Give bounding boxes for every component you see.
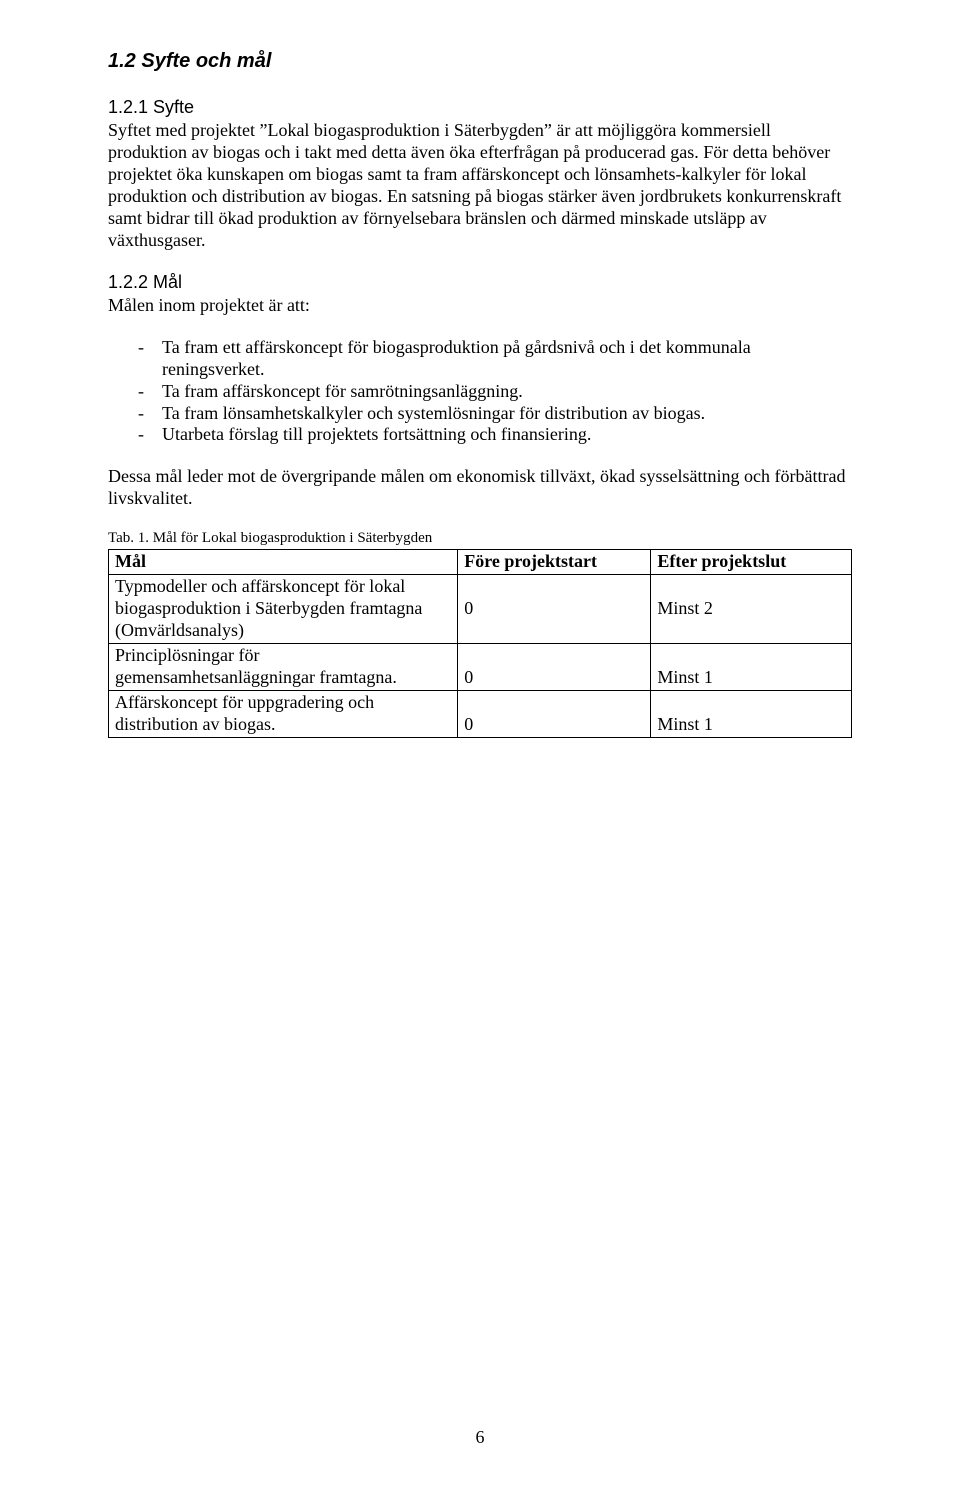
table-header-cell: Före projektstart <box>458 550 651 575</box>
section-heading: 1.2 Syfte och mål <box>108 50 852 73</box>
goals-list: Ta fram ett affärskoncept för biogasprod… <box>108 337 852 447</box>
table-cell: Principlösningar för gemensamhetsanläggn… <box>109 644 458 691</box>
table-caption: Tab. 1. Mål för Lokal biogasproduktion i… <box>108 530 852 547</box>
table-cell: 0 <box>458 691 651 738</box>
table-cell: Minst 1 <box>651 691 852 738</box>
table-row: Principlösningar för gemensamhetsanläggn… <box>109 644 852 691</box>
table-cell: 0 <box>458 644 651 691</box>
table-cell: Affärskoncept för uppgradering och distr… <box>109 691 458 738</box>
subsection-heading-syfte: 1.2.1 Syfte <box>108 97 852 118</box>
paragraph-mal-intro: Målen inom projektet är att: <box>108 295 852 317</box>
table-row: Affärskoncept för uppgradering och distr… <box>109 691 852 738</box>
list-item: Ta fram lönsamhetskalkyler och systemlös… <box>108 403 852 425</box>
table-cell: Typmodeller och affärskoncept för lokal … <box>109 575 458 644</box>
list-item: Utarbeta förslag till projektets fortsät… <box>108 424 852 446</box>
paragraph-mal-outro: Dessa mål leder mot de övergripande måle… <box>108 466 852 510</box>
list-item: Ta fram affärskoncept för samrötningsanl… <box>108 381 852 403</box>
table-header-cell: Mål <box>109 550 458 575</box>
table-row: Typmodeller och affärskoncept för lokal … <box>109 575 852 644</box>
table-cell: Minst 1 <box>651 644 852 691</box>
paragraph-syfte: Syftet med projektet ”Lokal biogasproduk… <box>108 120 852 252</box>
table-cell: Minst 2 <box>651 575 852 644</box>
table-header-row: Mål Före projektstart Efter projektslut <box>109 550 852 575</box>
page-number: 6 <box>0 1427 960 1448</box>
table-cell: 0 <box>458 575 651 644</box>
subsection-heading-mal: 1.2.2 Mål <box>108 272 852 293</box>
goals-table: Mål Före projektstart Efter projektslut … <box>108 549 852 738</box>
table-header-cell: Efter projektslut <box>651 550 852 575</box>
document-page: 1.2 Syfte och mål 1.2.1 Syfte Syftet med… <box>0 0 960 1488</box>
list-item: Ta fram ett affärskoncept för biogasprod… <box>108 337 852 381</box>
